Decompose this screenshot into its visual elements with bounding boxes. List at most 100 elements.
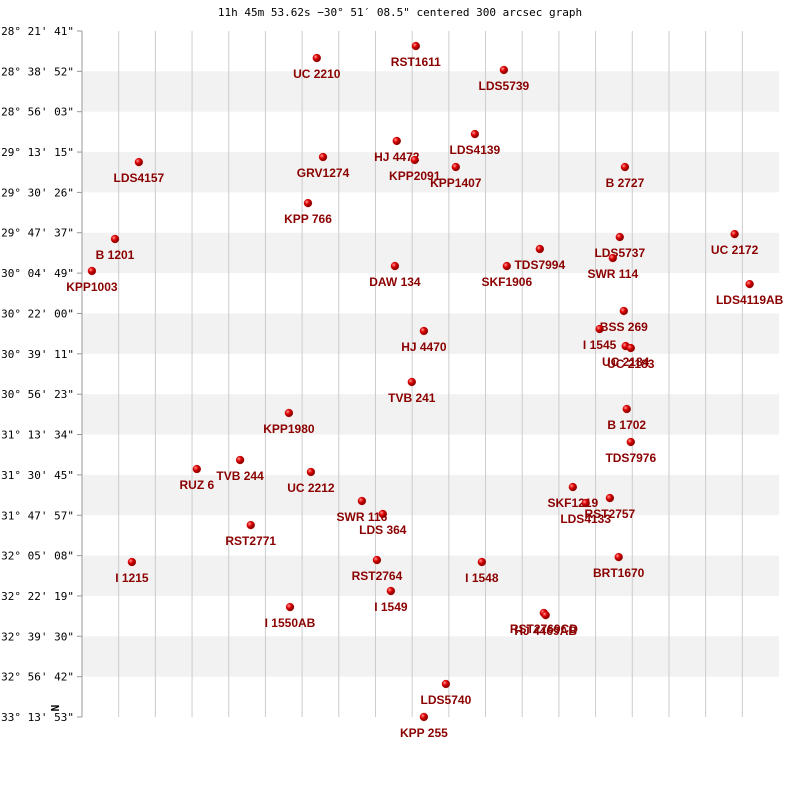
star-label: B 1702: [607, 418, 646, 432]
band: [82, 313, 779, 354]
star-label: B 1201: [96, 248, 135, 262]
star-label: HJ 4469AB: [514, 624, 577, 638]
star: [419, 326, 429, 336]
star-label: LDS5737: [594, 246, 645, 260]
star-label: LDS4139: [450, 143, 501, 157]
star: [378, 509, 387, 519]
star: [619, 306, 628, 316]
star-label: RST2764: [352, 569, 403, 583]
band: [82, 636, 779, 677]
star-label: HJ 4470: [401, 340, 447, 354]
star-label: TDS7994: [514, 258, 565, 272]
y-tick-label: -32° 22' 19": [0, 590, 74, 603]
star-label: UC 2183: [607, 357, 655, 371]
star-label: DAW 134: [369, 275, 421, 289]
star-label: GRV1274: [297, 166, 350, 180]
star-label: KPP 766: [284, 212, 332, 226]
y-tick-label: -32° 56' 42": [0, 671, 74, 684]
y-tick-label: -30° 56' 23": [0, 388, 74, 401]
band: [82, 71, 779, 112]
star-label: LDS4133: [560, 512, 611, 526]
star-label: LDS5739: [479, 79, 530, 93]
y-tick-label: -29° 13' 15": [0, 146, 74, 159]
star-label: I 1550AB: [265, 616, 316, 630]
star: [470, 129, 480, 139]
star-label: SWR 114: [587, 267, 638, 281]
star: [284, 408, 294, 418]
star: [595, 324, 604, 334]
star: [581, 498, 590, 508]
y-tick-label: -29° 47' 37": [0, 227, 74, 240]
y-tick-label: -31° 47' 57": [0, 509, 74, 522]
star: [392, 136, 401, 146]
star: [451, 162, 460, 172]
star: [285, 602, 295, 612]
star: [306, 467, 316, 477]
star-label: HJ 4472: [374, 150, 420, 164]
star-label: UC 2212: [287, 481, 335, 495]
star-label: B 2727: [606, 176, 645, 190]
star: [745, 279, 754, 289]
star: [407, 377, 416, 387]
y-tick-label: -31° 30' 45": [0, 469, 74, 482]
star-label: TDS7976: [605, 451, 656, 465]
star: [477, 557, 487, 567]
star: [614, 552, 623, 562]
star: [620, 162, 630, 172]
star: [390, 261, 400, 271]
star-label: KPP1407: [430, 176, 482, 190]
star: [502, 261, 511, 271]
y-tick-label: -32° 05' 08": [0, 550, 74, 563]
band: [82, 232, 779, 274]
star-label: TVB 244: [216, 469, 264, 483]
star: [499, 65, 509, 75]
y-tick-label: -28° 56' 03": [0, 106, 74, 119]
chart-title: 11h 45m 53.62s −30° 51′ 08.5" centered 3…: [218, 6, 582, 19]
star: [441, 679, 451, 689]
star: [386, 586, 396, 596]
star: [87, 266, 97, 276]
y-tick-label: -31° 13' 34": [0, 429, 74, 442]
star-label: I 1549: [374, 600, 408, 614]
star-label: TVB 241: [388, 391, 436, 405]
star-label: RUZ 6: [179, 478, 214, 492]
star-label: RST2769CD: [510, 622, 578, 636]
star: [372, 555, 382, 565]
band: [82, 474, 779, 516]
star: [127, 557, 137, 567]
star: [246, 520, 255, 530]
star-label: BSS 269: [600, 320, 648, 334]
y-tick-label: -30° 39' 11": [0, 348, 74, 361]
north-mark: N: [49, 705, 62, 712]
star: [134, 157, 144, 167]
star: [626, 343, 635, 353]
star-label: KPP 255: [400, 726, 448, 740]
star: [318, 152, 328, 162]
star-label: RST2771: [225, 534, 276, 548]
star: [312, 53, 321, 63]
star: [303, 198, 313, 208]
star-label: LDS 364: [359, 523, 407, 537]
star: [605, 493, 615, 503]
y-tick-label: -30° 04' 49": [0, 267, 74, 280]
star-label: I 1215: [115, 571, 149, 585]
band: [82, 152, 779, 193]
star-label: SKF1906: [481, 275, 532, 289]
star-label: SWR 116: [337, 510, 388, 524]
star-label: BRT1670: [593, 566, 645, 580]
star: [626, 437, 635, 447]
star: [357, 496, 367, 506]
star-label: I 1545: [583, 338, 617, 352]
star-label: LDS4119AB: [716, 293, 784, 307]
star-label: KPP2091: [389, 169, 441, 183]
band: [82, 555, 779, 596]
star-label: KPP1980: [263, 422, 315, 436]
star: [541, 610, 550, 620]
star: [419, 712, 429, 722]
y-tick-label: -30° 22' 00": [0, 307, 74, 320]
band: [82, 394, 779, 435]
y-tick-label: -33° 13' 53": [0, 711, 74, 724]
star: [410, 155, 419, 165]
star-label: LDS5740: [421, 693, 472, 707]
